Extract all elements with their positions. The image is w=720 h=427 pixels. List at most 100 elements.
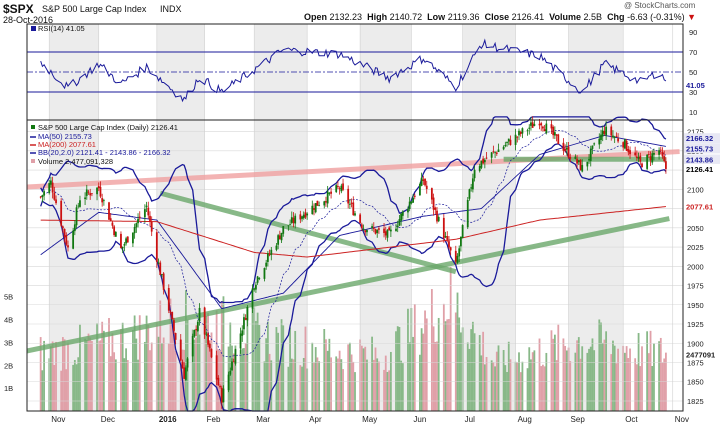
volume-bar [663, 358, 666, 411]
candle-body [181, 361, 184, 369]
volume-bar [384, 355, 387, 411]
candle-body [186, 358, 189, 368]
chg-down-arrow-icon: ▼ [687, 12, 697, 22]
chg-value: -6.63 (-0.31%) [627, 12, 685, 22]
volume-bar [530, 359, 532, 411]
volume-bar [634, 358, 637, 411]
volume-bar [198, 334, 201, 411]
volume-bar [241, 348, 244, 411]
candle-body [60, 200, 63, 226]
candle-body [506, 141, 508, 143]
candle-body [622, 142, 625, 148]
volume-bar [219, 350, 221, 411]
candle-body [120, 233, 122, 248]
volume-legend-swatch [31, 159, 35, 163]
candle-body [396, 225, 399, 228]
volume-bar [378, 361, 380, 411]
volume-bar [490, 360, 493, 411]
candle-body [234, 349, 237, 364]
volume-bar [108, 318, 110, 411]
volume-bar [639, 366, 642, 411]
candle-body [564, 148, 567, 151]
volume-bar [191, 329, 194, 411]
date-label: 28-Oct-2016 [3, 15, 54, 25]
low-value: 2119.36 [447, 12, 480, 22]
candle-body [126, 236, 129, 243]
candle-body [48, 183, 51, 194]
candle-body [133, 226, 136, 234]
candle-body [306, 213, 309, 216]
watermark: @ StockCharts.com [624, 1, 696, 10]
volume-bar [174, 351, 177, 411]
candle-body [659, 149, 662, 151]
candle-body [468, 189, 471, 199]
volume-bar [205, 316, 208, 411]
candle-body [471, 178, 474, 190]
candle-body [311, 205, 314, 215]
ohlc-readout: Open 2132.23 High 2140.72 Low 2119.36 Cl… [304, 12, 696, 22]
candle-body [114, 231, 117, 237]
candle-body [325, 201, 327, 203]
volume-bar [133, 315, 136, 411]
candle-body [72, 230, 75, 249]
volume-bar [627, 358, 630, 411]
candle-body [383, 228, 385, 233]
candle-body [316, 200, 319, 206]
candle-body [600, 134, 602, 140]
candle-body [589, 148, 592, 161]
candle-body [347, 188, 350, 204]
price-tick-label: 1825 [687, 397, 704, 406]
volume-tag: 2477091 [686, 350, 715, 359]
candle-body [125, 238, 127, 244]
volume-bar [360, 345, 363, 411]
candle-body [521, 128, 524, 134]
candle-body [113, 226, 116, 236]
trendline [26, 216, 670, 354]
axis-labels: 2175215021252100207520502025200019751950… [4, 79, 720, 424]
volume-bar [101, 321, 104, 411]
candle-body [87, 191, 90, 193]
candle-body [569, 157, 572, 159]
volume-bar [244, 343, 247, 411]
volume-bar [294, 330, 297, 411]
volume-bar [195, 337, 198, 411]
price-tick-label: 2000 [687, 262, 704, 271]
exchange-label: INDX [160, 4, 182, 14]
volume-bar [210, 332, 213, 411]
candle-body [268, 254, 271, 256]
candle-body [301, 216, 303, 219]
volume-bar [145, 315, 148, 411]
volume-bar [161, 343, 163, 411]
candle-body [318, 205, 321, 207]
candle-body [553, 132, 556, 136]
volume-bar [159, 300, 162, 411]
volume-bar [179, 339, 182, 411]
volume-bar [123, 358, 126, 411]
candle-body [497, 149, 500, 153]
candle-body [362, 228, 365, 230]
volume-bar [75, 364, 78, 411]
volume-bar [290, 358, 293, 411]
candle-body [374, 229, 377, 234]
candle-body [313, 208, 315, 210]
candle-body [65, 235, 68, 245]
volume-bar [466, 342, 469, 411]
volume-bar [516, 362, 519, 411]
volume-bar [506, 371, 508, 411]
ma200-line [40, 206, 666, 258]
volume-bar [263, 361, 266, 411]
rsi-line [40, 38, 667, 103]
candle-body [208, 343, 211, 349]
candle-body [460, 236, 462, 247]
volume-tick-label: 5B [4, 293, 13, 302]
ma50-legend-text: MA(50) 2155.73 [38, 132, 92, 141]
candle-body [135, 223, 138, 228]
candle-body [342, 183, 344, 190]
candle-body [492, 151, 495, 153]
candle-body [169, 312, 172, 313]
candle-body [617, 138, 619, 142]
high-label: High [367, 12, 388, 22]
volume-bar [507, 341, 510, 411]
volume-bar [458, 317, 461, 411]
candle-body [581, 165, 584, 172]
